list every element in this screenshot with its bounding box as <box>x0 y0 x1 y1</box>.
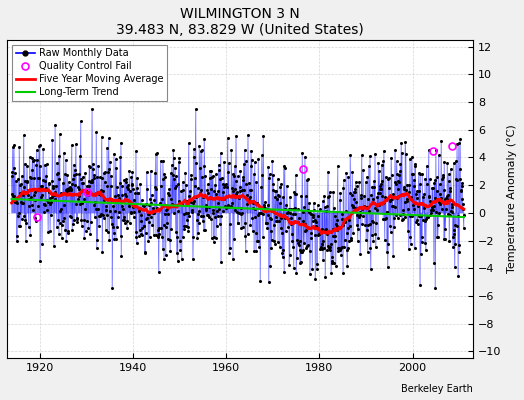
Legend: Raw Monthly Data, Quality Control Fail, Five Year Moving Average, Long-Term Tren: Raw Monthly Data, Quality Control Fail, … <box>12 44 167 101</box>
Text: Berkeley Earth: Berkeley Earth <box>401 384 473 394</box>
Y-axis label: Temperature Anomaly (°C): Temperature Anomaly (°C) <box>507 125 517 274</box>
Title: WILMINGTON 3 N
39.483 N, 83.829 W (United States): WILMINGTON 3 N 39.483 N, 83.829 W (Unite… <box>116 7 364 37</box>
